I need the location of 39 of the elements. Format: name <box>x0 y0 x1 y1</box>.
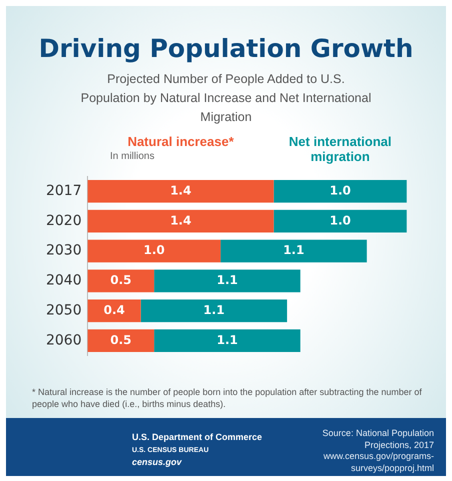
bar <box>154 329 300 352</box>
y-tick-label: 2060 <box>46 332 82 348</box>
data-label: 1.1 <box>203 302 225 317</box>
bar <box>88 329 154 352</box>
bar <box>88 180 274 203</box>
data-label: 1.1 <box>283 243 304 258</box>
text: census.gov <box>132 457 183 469</box>
data-label: 0.4 <box>104 302 125 317</box>
text: U.S. Department of Commerce <box>132 432 264 444</box>
bar <box>274 180 407 203</box>
y-tick-label: 2040 <box>46 272 82 289</box>
series-label: Net international migration <box>288 134 392 164</box>
bar <box>88 270 154 292</box>
source-note: Source: National Population Projections, 2017 www.census.gov/programs-surveys/popproj.html <box>321 428 434 475</box>
data-label: 1.1 <box>216 273 238 288</box>
text: * Natural increase is the number of people born into the population after subtracting the number of people who have died (i.e., births minus deaths). <box>32 387 422 410</box>
bar <box>154 270 300 292</box>
data-label: 1.4 <box>170 213 192 228</box>
data-label: 1.0 <box>330 183 351 198</box>
chart-subtitle: Projected Number of People Added to U.S. Population by Natural Increase and Net International Migration <box>80 71 372 126</box>
data-label: 1.0 <box>330 213 351 228</box>
text: In millions <box>110 150 156 163</box>
y-tick-label: 2050 <box>46 302 82 318</box>
data-label: 1.4 <box>170 183 192 198</box>
data-label: 0.5 <box>110 273 132 288</box>
y-tick-label: 2030 <box>46 242 82 259</box>
y-tick-label: 2020 <box>46 212 82 229</box>
text: Natural increase* <box>126 134 235 149</box>
data-label: 0.5 <box>110 332 132 347</box>
y-tick-label: 2017 <box>46 182 82 199</box>
bar <box>274 210 407 233</box>
bar <box>88 299 141 322</box>
bar <box>220 240 367 262</box>
bar <box>88 240 221 262</box>
data-label: 1.1 <box>216 332 238 347</box>
bar <box>88 210 274 233</box>
data-label: 1.0 <box>143 243 165 258</box>
chart-title: Driving Population Growth <box>38 34 414 63</box>
bar <box>140 299 288 322</box>
